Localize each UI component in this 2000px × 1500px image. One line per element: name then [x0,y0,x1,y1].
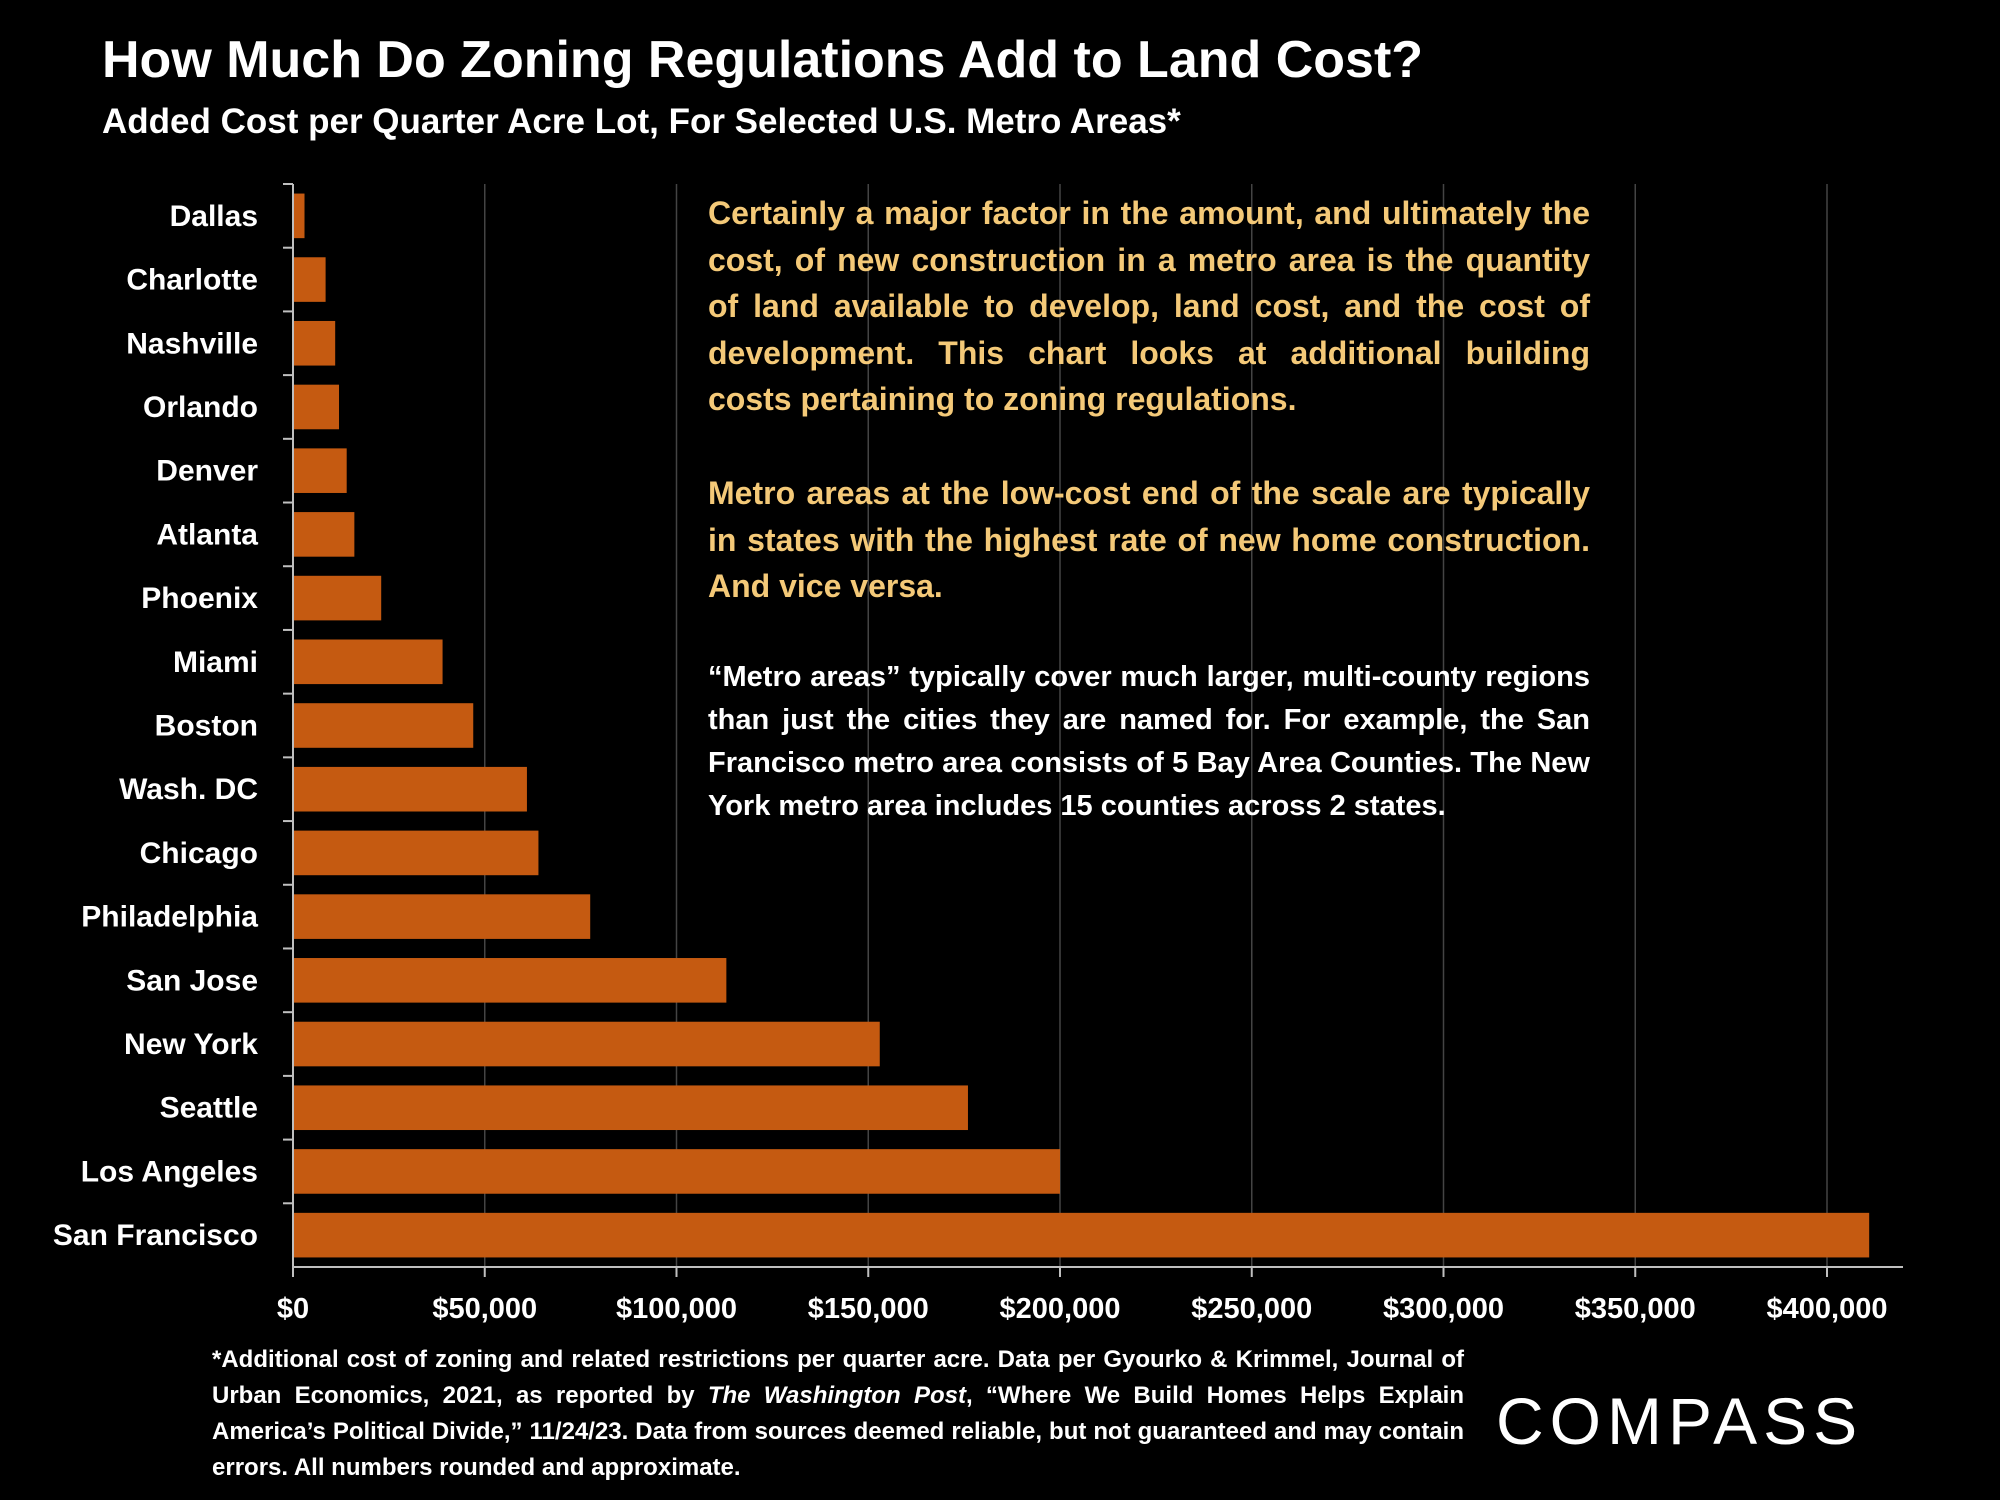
category-label: Orlando [143,391,258,424]
bar [293,448,347,493]
category-labels: Dallas Charlotte Nashville Orlando Denver Atl… [53,200,258,1252]
footnote-text-end: , “Where We Build Homes Helps Explain Am… [212,1382,1464,1481]
category-label: Philadelphia [81,901,258,934]
bar [293,193,305,239]
x-tick-label: $100,000 [616,1293,737,1325]
commentary-paragraph-2: Metro areas at the low-cost end of the s… [708,475,1590,604]
x-tick-label: $50,000 [432,1293,537,1325]
category-label: New York [124,1028,258,1061]
tick-labels: $0 $50,000 $100,000 $150,000 $200,000 $250,00… [277,1293,1888,1325]
x-tick-label: $350,000 [1575,1293,1696,1325]
bar [293,384,340,430]
category-label: Atlanta [156,518,258,551]
bar [293,703,474,748]
axes [283,183,1903,1277]
bars [293,193,1870,1258]
category-label: Nashville [126,327,258,360]
category-label: Charlotte [126,264,258,297]
x-tick-label: $200,000 [1000,1293,1121,1325]
x-tick-label: $150,000 [808,1293,929,1325]
category-label: Phoenix [141,582,258,615]
bar [293,575,382,621]
category-label: Boston [155,710,258,743]
bar [293,958,727,1003]
category-label: Seattle [160,1092,258,1125]
x-tick-label: $300,000 [1383,1293,1504,1325]
gridlines [484,184,1828,1267]
chart-title: How Much Do Zoning Regulations Add to La… [102,31,1424,89]
category-label: Denver [156,455,258,488]
bar [293,830,539,876]
footnote: *Additional cost of zoning and related r… [212,1342,1464,1486]
bar [293,257,326,302]
bar [293,766,527,812]
bar [293,1149,1060,1194]
category-label: Chicago [140,837,258,870]
bar [293,512,355,557]
bar [293,639,443,685]
bar [293,1085,968,1131]
bar [293,1212,1870,1258]
bar [293,894,591,939]
category-label: Los Angeles [81,1155,258,1188]
category-label: Dallas [170,200,258,233]
category-label: Miami [173,646,258,679]
category-label: San Jose [126,964,258,997]
chart-subtitle: Added Cost per Quarter Acre Lot, For Sel… [102,102,1181,141]
commentary-paragraph-1: Certainly a major factor in the amount, … [708,195,1590,417]
footnote-publication: The Washington Post [707,1382,966,1409]
compass-logo: COMPASS [1496,1384,1864,1458]
bar [293,1021,880,1067]
bar [293,320,336,366]
category-label: Wash. DC [119,773,258,806]
category-label: San Francisco [53,1219,258,1252]
commentary-paragraph-3: “Metro areas” typically cover much large… [708,661,1590,822]
x-tick-label: $400,000 [1767,1293,1888,1325]
footnote-text-start: *Additional cost of zoning and related r… [212,1346,1464,1409]
x-tick-label: $250,000 [1191,1293,1312,1325]
x-tick-label: $0 [277,1293,309,1325]
